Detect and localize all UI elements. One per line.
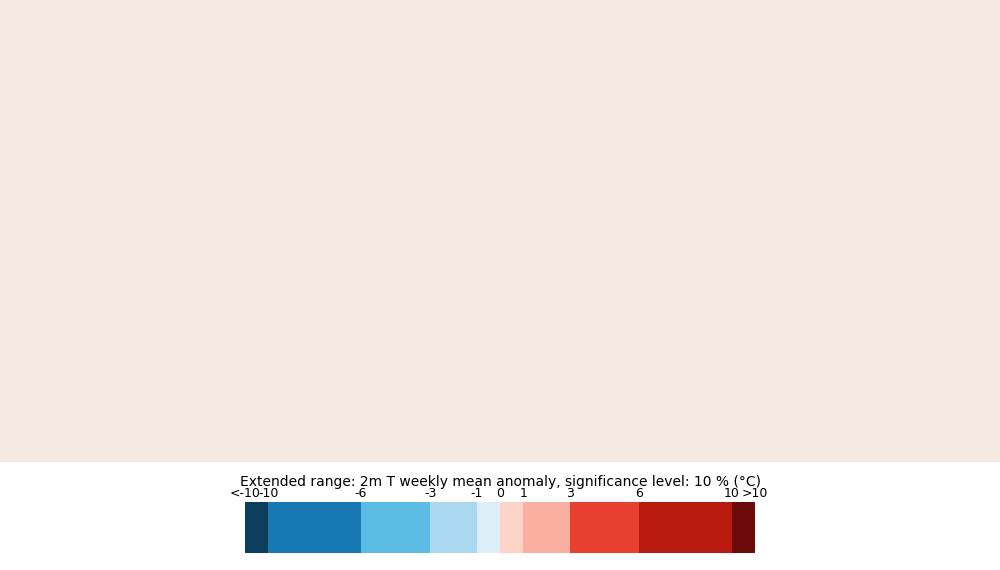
Bar [570,502,639,553]
Text: -6: -6 [355,487,367,500]
Text: 3: 3 [566,487,573,500]
Text: >10: >10 [742,487,768,500]
Text: 1: 1 [519,487,527,500]
Bar [430,502,477,553]
Bar [268,502,361,553]
Bar [477,502,500,553]
Bar [732,502,755,553]
Text: 0: 0 [496,487,504,500]
Text: Extended range: 2m T weekly mean anomaly, significance level: 10 % (°C): Extended range: 2m T weekly mean anomaly… [240,475,761,488]
Text: -10: -10 [258,487,278,500]
Bar [500,502,523,553]
Bar [361,502,430,553]
Text: -1: -1 [471,487,483,500]
Text: 10: 10 [724,487,740,500]
Bar [523,502,570,553]
Text: 6: 6 [635,487,643,500]
Text: <-10: <-10 [230,487,260,500]
Bar [245,502,268,553]
Text: -3: -3 [424,487,437,500]
Bar [639,502,732,553]
